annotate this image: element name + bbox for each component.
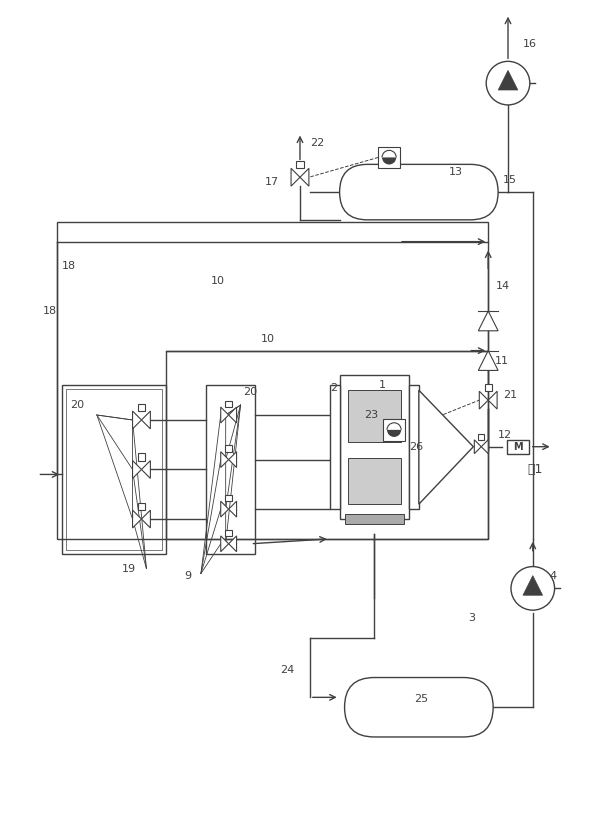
- Polygon shape: [488, 391, 497, 409]
- Text: 3: 3: [468, 613, 475, 623]
- Polygon shape: [480, 391, 488, 409]
- Polygon shape: [228, 407, 237, 423]
- Text: 15: 15: [503, 175, 517, 185]
- Polygon shape: [133, 460, 142, 479]
- Polygon shape: [133, 510, 142, 528]
- Polygon shape: [142, 411, 151, 429]
- Polygon shape: [523, 576, 543, 595]
- Bar: [226, 445, 232, 452]
- Text: 图1: 图1: [528, 463, 543, 476]
- Bar: [345, 514, 404, 524]
- Bar: [62, 386, 166, 553]
- Text: 26: 26: [409, 442, 423, 452]
- Polygon shape: [228, 501, 237, 517]
- Bar: [409, 386, 419, 509]
- Text: 14: 14: [496, 281, 511, 291]
- Polygon shape: [478, 311, 498, 331]
- Circle shape: [486, 61, 530, 105]
- Polygon shape: [228, 452, 237, 468]
- Bar: [138, 503, 145, 510]
- Text: 16: 16: [523, 38, 537, 48]
- Bar: [478, 435, 484, 440]
- Polygon shape: [221, 501, 228, 517]
- Bar: [485, 384, 492, 391]
- Text: 24: 24: [280, 665, 295, 675]
- Polygon shape: [498, 71, 518, 90]
- Text: 19: 19: [121, 563, 136, 573]
- Text: 9: 9: [184, 572, 191, 582]
- Polygon shape: [291, 169, 300, 186]
- Bar: [206, 386, 255, 553]
- Text: 18: 18: [62, 262, 76, 272]
- Polygon shape: [228, 536, 237, 552]
- FancyBboxPatch shape: [345, 677, 493, 737]
- Bar: [166, 351, 488, 538]
- Polygon shape: [221, 536, 228, 552]
- Text: M: M: [513, 442, 523, 452]
- Polygon shape: [142, 460, 151, 479]
- Bar: [66, 389, 162, 550]
- Text: 11: 11: [495, 356, 509, 366]
- Wedge shape: [382, 157, 396, 165]
- Text: 2: 2: [330, 383, 337, 393]
- Bar: [347, 391, 401, 442]
- Polygon shape: [419, 391, 474, 504]
- Text: 4: 4: [550, 572, 557, 582]
- Bar: [347, 458, 401, 504]
- Polygon shape: [474, 440, 481, 454]
- Text: 20: 20: [70, 400, 84, 410]
- Polygon shape: [478, 351, 498, 371]
- Text: 18: 18: [42, 306, 57, 316]
- Polygon shape: [481, 440, 488, 454]
- Polygon shape: [300, 169, 309, 186]
- Text: 17: 17: [265, 177, 280, 187]
- Text: 21: 21: [503, 391, 517, 401]
- Bar: [340, 376, 409, 519]
- Wedge shape: [387, 430, 401, 437]
- Bar: [57, 222, 488, 538]
- Text: 13: 13: [449, 167, 462, 177]
- Text: 10: 10: [261, 334, 274, 344]
- Text: 22: 22: [310, 138, 324, 148]
- Bar: [138, 404, 145, 411]
- Bar: [226, 401, 232, 407]
- Bar: [507, 440, 529, 454]
- Bar: [138, 454, 145, 460]
- Polygon shape: [221, 452, 228, 468]
- Polygon shape: [221, 407, 228, 423]
- Polygon shape: [142, 510, 151, 528]
- Text: 12: 12: [498, 430, 512, 440]
- Text: 23: 23: [364, 410, 378, 420]
- Bar: [378, 146, 400, 169]
- Bar: [296, 161, 303, 169]
- Circle shape: [511, 567, 555, 610]
- Text: 25: 25: [414, 695, 428, 705]
- Bar: [330, 386, 340, 509]
- FancyBboxPatch shape: [340, 165, 498, 220]
- Polygon shape: [133, 411, 142, 429]
- Text: 10: 10: [211, 276, 225, 286]
- Bar: [383, 419, 405, 440]
- Bar: [226, 529, 232, 536]
- Text: 1: 1: [379, 381, 386, 391]
- Text: 20: 20: [243, 387, 258, 397]
- Bar: [226, 494, 232, 501]
